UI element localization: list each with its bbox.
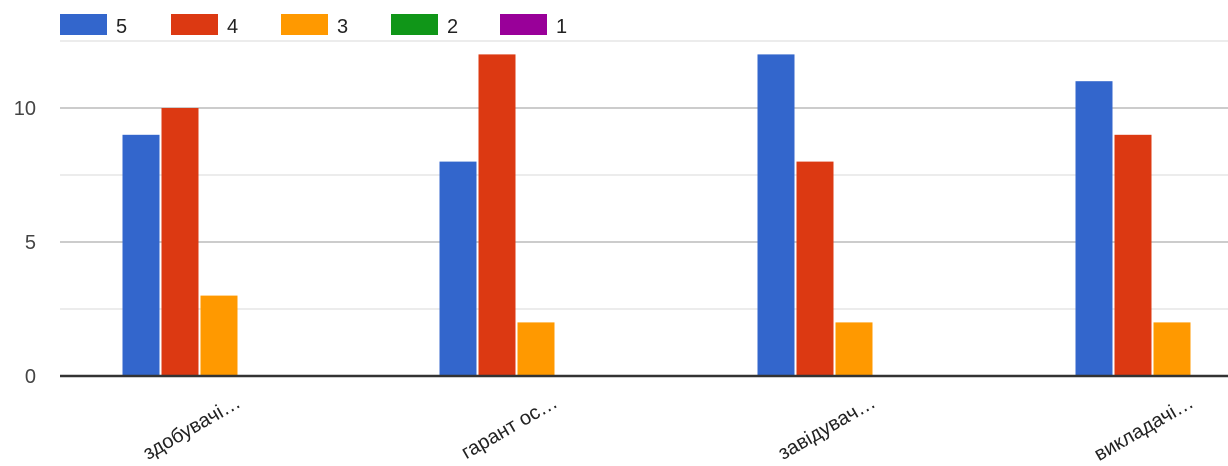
category-label: здобувачі…	[140, 391, 245, 464]
bar-series-4[interactable]	[796, 161, 834, 376]
chart-legend: 5 4 3 2 1	[60, 14, 567, 38]
bar-series-3[interactable]	[1153, 322, 1191, 376]
chart-axis: 0 5 10	[14, 98, 1228, 388]
bar-series-4[interactable]	[1114, 134, 1152, 376]
legend-item-1[interactable]: 1	[500, 14, 567, 38]
chart-bars	[122, 54, 1191, 377]
y-tick-label: 5	[25, 232, 36, 254]
legend-label: 4	[227, 16, 238, 38]
bar-series-3[interactable]	[517, 322, 555, 376]
chart-grid	[60, 40, 1228, 310]
bar-series-4[interactable]	[478, 54, 516, 377]
legend-swatch	[391, 14, 438, 35]
bar-series-5[interactable]	[439, 161, 477, 376]
legend-swatch	[500, 14, 547, 35]
y-tick-label: 0	[25, 366, 36, 388]
bar-series-5[interactable]	[757, 54, 795, 377]
bar-series-3[interactable]	[200, 295, 238, 376]
legend-label: 5	[116, 16, 127, 38]
legend-label: 3	[337, 16, 348, 38]
legend-item-2[interactable]: 2	[391, 14, 458, 38]
bar-series-5[interactable]	[122, 134, 160, 376]
legend-item-4[interactable]: 4	[171, 14, 238, 38]
legend-swatch	[281, 14, 328, 35]
legend-label: 2	[447, 16, 458, 38]
bar-series-4[interactable]	[161, 108, 199, 376]
legend-swatch	[60, 14, 107, 35]
legend-item-5[interactable]: 5	[60, 14, 127, 38]
legend-label: 1	[556, 16, 567, 38]
legend-item-3[interactable]: 3	[281, 14, 348, 38]
category-labels: здобувачі… гарант ос… завідувач… викладачі…	[140, 391, 1198, 465]
category-label: викладачі…	[1091, 391, 1198, 465]
category-label: гарант ос…	[458, 391, 562, 464]
category-label: завідувач…	[774, 391, 879, 464]
bar-series-5[interactable]	[1075, 81, 1113, 376]
bar-series-3[interactable]	[835, 322, 873, 376]
y-tick-label: 10	[14, 98, 36, 120]
legend-swatch	[171, 14, 218, 35]
